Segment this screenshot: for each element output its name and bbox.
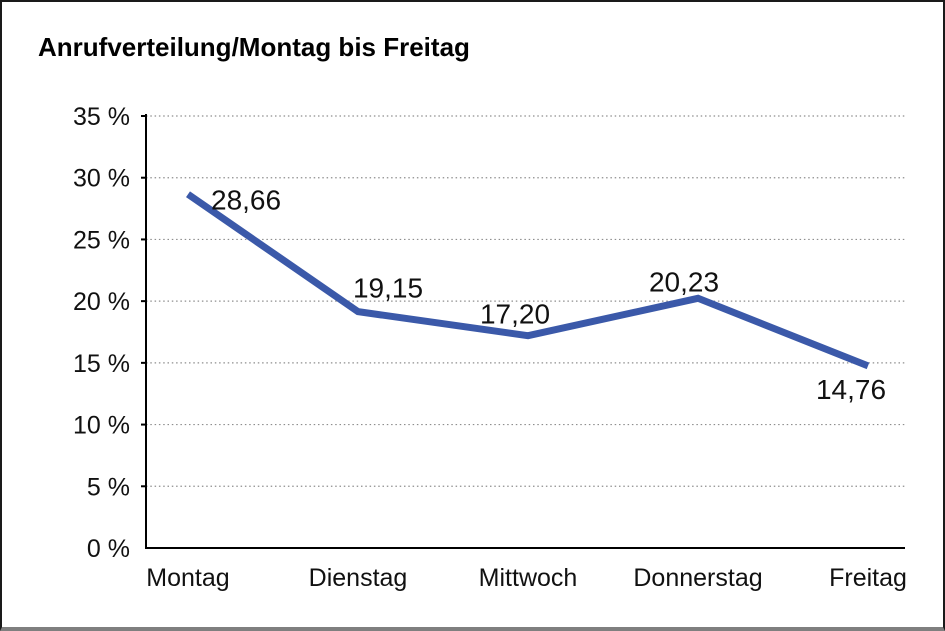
y-axis-tick-label: 0 %	[87, 535, 130, 563]
data-point-label: 28,66	[211, 184, 281, 215]
x-axis-category-label: Freitag	[829, 564, 907, 592]
x-axis-category-label: Mittwoch	[479, 564, 578, 592]
data-series-line	[186, 191, 870, 370]
y-axis-tick-label: 10 %	[73, 412, 130, 440]
data-point-label: 17,20	[480, 299, 550, 330]
chart-title: Anrufverteilung/Montag bis Freitag	[38, 32, 470, 62]
y-axis-tick-label: 15 %	[73, 350, 130, 378]
y-axis-tick-label: 30 %	[73, 165, 130, 193]
y-axis-tick-label: 20 %	[73, 288, 130, 316]
data-point-label: 20,23	[649, 266, 719, 297]
y-axis-tick-label: 25 %	[73, 226, 130, 254]
x-axis-category-label: Dienstag	[309, 564, 408, 592]
x-axis-category-label: Donnerstag	[633, 564, 762, 592]
data-point-label: 14,76	[816, 374, 886, 405]
y-axis-tick-label: 5 %	[87, 473, 130, 501]
x-axis-category-label: Montag	[146, 564, 229, 592]
data-point-label: 19,15	[353, 273, 423, 304]
y-axis-tick-label: 35 %	[73, 103, 130, 131]
